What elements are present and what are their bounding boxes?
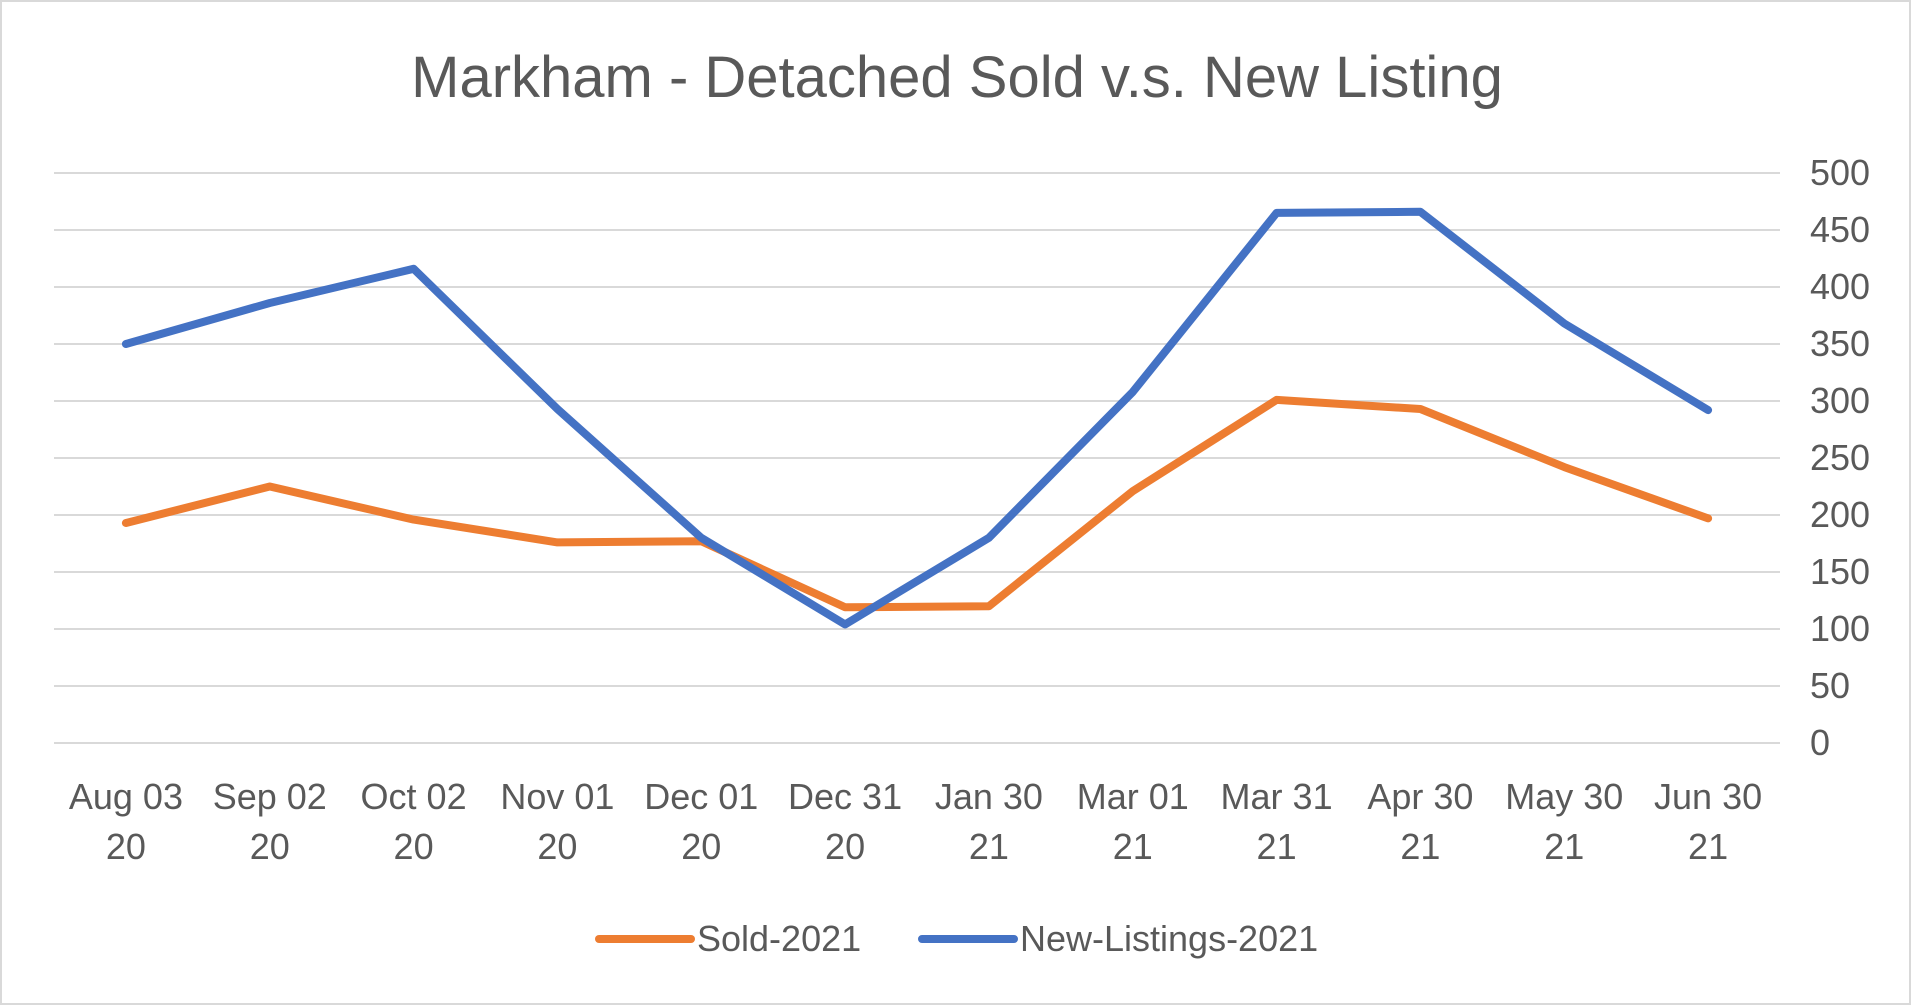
y-tick-label: 500 — [1810, 152, 1870, 193]
x-tick-label-year: 20 — [681, 826, 721, 867]
x-tick-label: Oct 02 — [361, 776, 467, 817]
y-tick-label: 0 — [1810, 722, 1830, 763]
series-line-sold-2021 — [126, 400, 1708, 607]
x-tick-label-year: 20 — [394, 826, 434, 867]
x-tick-label: Dec 31 — [788, 776, 902, 817]
x-tick-label: Nov 01 — [500, 776, 614, 817]
x-tick-label: Mar 01 — [1077, 776, 1189, 817]
x-tick-label: Mar 31 — [1221, 776, 1333, 817]
x-tick-label-year: 20 — [537, 826, 577, 867]
x-tick-label: Sep 02 — [213, 776, 327, 817]
x-tick-label-year: 21 — [969, 826, 1009, 867]
x-tick-label-year: 20 — [106, 826, 146, 867]
gridlines — [54, 173, 1780, 743]
series-line-new-listings-2021 — [126, 212, 1708, 625]
y-axis-tick-labels: 0 50 100 150 200 250 300 350 400 450 500 — [1810, 152, 1870, 763]
legend-label: New-Listings-2021 — [1020, 918, 1318, 959]
chart-title: Markham - Detached Sold v.s. New Listing — [411, 45, 1503, 110]
x-tick-label: May 30 — [1505, 776, 1623, 817]
y-tick-label: 350 — [1810, 323, 1870, 364]
legend: Sold-2021 New-Listings-2021 — [599, 918, 1318, 959]
legend-label: Sold-2021 — [697, 918, 861, 959]
y-tick-label: 450 — [1810, 209, 1870, 250]
y-tick-label: 200 — [1810, 494, 1870, 535]
x-tick-label-year: 21 — [1113, 826, 1153, 867]
x-tick-label: Jan 30 — [935, 776, 1043, 817]
y-tick-label: 300 — [1810, 380, 1870, 421]
y-tick-label: 100 — [1810, 608, 1870, 649]
y-tick-label: 50 — [1810, 665, 1850, 706]
x-tick-label-year: 21 — [1257, 826, 1297, 867]
x-tick-label: Dec 01 — [644, 776, 758, 817]
x-tick-label: Apr 30 — [1367, 776, 1473, 817]
x-tick-label-year: 21 — [1544, 826, 1584, 867]
x-tick-label-year: 21 — [1400, 826, 1440, 867]
x-tick-label-year: 21 — [1688, 826, 1728, 867]
x-tick-label-year: 20 — [825, 826, 865, 867]
y-tick-label: 250 — [1810, 437, 1870, 478]
y-tick-label: 400 — [1810, 266, 1870, 307]
x-tick-label: Jun 30 — [1654, 776, 1762, 817]
x-tick-label-year: 20 — [250, 826, 290, 867]
y-tick-label: 150 — [1810, 551, 1870, 592]
series-lines — [126, 212, 1708, 625]
x-tick-label: Aug 03 — [69, 776, 183, 817]
x-axis-tick-labels: Aug 03 20 Sep 02 20 Oct 02 20 Nov 01 20 Dec 01 20… — [69, 776, 1762, 867]
